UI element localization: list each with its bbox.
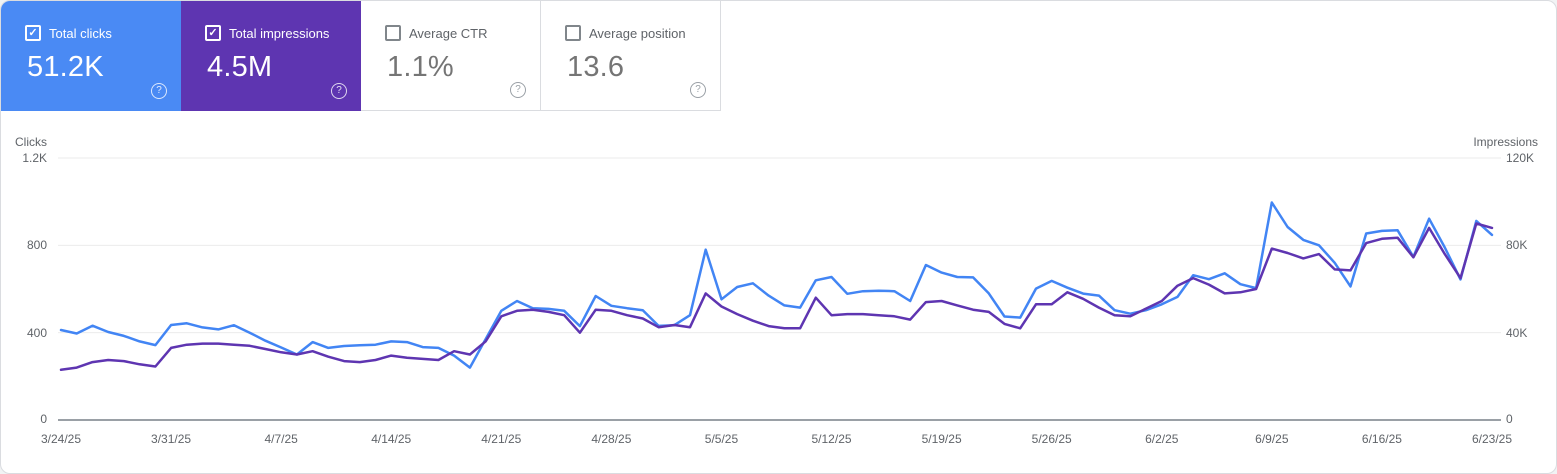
x-axis-label: 3/24/25 [40, 432, 82, 446]
total-impressions-card[interactable]: ✓ Total impressions 4.5M ? [181, 1, 361, 111]
average-ctr-checkbox[interactable] [385, 25, 401, 41]
x-axis-label: 5/19/25 [921, 432, 962, 446]
right-axis-ticks: 120K 80K 40K 0 [1506, 1, 1540, 473]
clicks-line-series [59, 201, 1494, 369]
left-tick: 1.2K [22, 151, 47, 165]
right-tick: 40K [1506, 326, 1528, 340]
left-axis-title: Clicks [15, 135, 47, 149]
x-axis-label: 6/2/25 [1145, 432, 1179, 446]
total-impressions-checkbox[interactable]: ✓ [205, 25, 221, 41]
average-ctr-card[interactable]: Average CTR 1.1% ? [361, 1, 541, 111]
total-clicks-checkbox[interactable]: ✓ [25, 25, 41, 41]
x-axis-label: 6/23/25 [1471, 432, 1513, 446]
left-tick: 400 [26, 326, 47, 340]
right-tick: 80K [1506, 238, 1528, 252]
total-clicks-header: ✓ Total clicks [25, 25, 112, 41]
average-ctr-label: Average CTR [409, 25, 488, 41]
help-icon[interactable]: ? [151, 83, 167, 99]
average-position-header: Average position [565, 25, 686, 41]
average-position-value: 13.6 [567, 51, 625, 83]
average-position-label: Average position [589, 25, 686, 41]
average-ctr-header: Average CTR [385, 25, 488, 41]
right-tick: 120K [1506, 151, 1535, 165]
total-impressions-value: 4.5M [207, 51, 273, 83]
x-axis-label: 4/7/25 [264, 432, 298, 446]
x-axis-label: 3/31/25 [151, 432, 192, 446]
impressions-line-series [59, 222, 1494, 372]
help-icon[interactable]: ? [331, 83, 347, 99]
x-axis-label: 5/12/25 [811, 432, 852, 446]
x-axis-label: 5/26/25 [1031, 432, 1072, 446]
left-tick: 0 [40, 412, 47, 426]
left-tick: 800 [26, 238, 47, 252]
average-ctr-value: 1.1% [387, 51, 454, 83]
total-impressions-label: Total impressions [229, 25, 330, 41]
right-axis-title: Impressions [1473, 135, 1538, 149]
x-axis-label: 6/16/25 [1361, 432, 1402, 446]
total-impressions-header: ✓ Total impressions [205, 25, 329, 41]
average-position-checkbox[interactable] [565, 25, 581, 41]
x-axis-label: 4/28/25 [591, 432, 632, 446]
right-tick: 0 [1506, 412, 1513, 426]
help-icon[interactable]: ? [510, 82, 526, 98]
average-position-card[interactable]: Average position 13.6 ? [541, 1, 721, 111]
help-icon[interactable]: ? [690, 82, 706, 98]
x-axis-label: 6/9/25 [1255, 432, 1289, 446]
x-axis-label: 4/21/25 [481, 432, 522, 446]
left-axis-ticks: 1.2K 800 400 0 [1, 1, 47, 473]
total-clicks-value: 51.2K [27, 51, 104, 83]
x-axis-label: 4/14/25 [371, 432, 412, 446]
x-axis-labels: 3/24/25 3/31/25 4/7/25 4/14/25 4/21/25 4/28/2… [1, 432, 1556, 448]
x-axis-label: 5/5/25 [704, 432, 739, 446]
metric-cards: ✓ Total clicks 51.2K ? ✓ Total impressio… [1, 1, 721, 111]
total-clicks-label: Total clicks [49, 25, 112, 41]
total-clicks-card[interactable]: ✓ Total clicks 51.2K ? [1, 1, 181, 111]
